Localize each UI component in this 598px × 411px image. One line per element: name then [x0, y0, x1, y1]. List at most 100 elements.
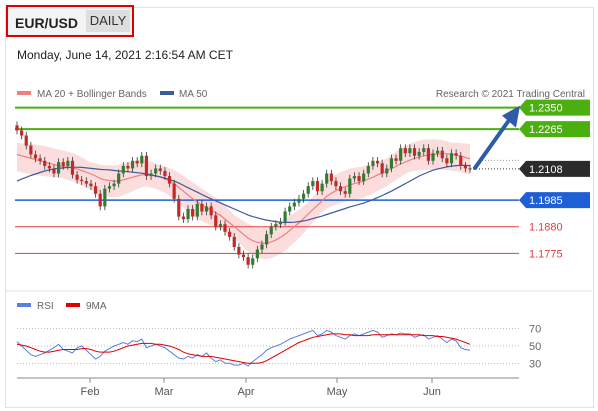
candle-body-25 [130, 160, 135, 169]
candle-body-9 [57, 162, 61, 174]
candle-body-5 [38, 158, 42, 161]
candle-body-26 [135, 160, 139, 164]
candle-body-18 [98, 193, 102, 207]
candle-body-73 [352, 176, 357, 179]
candle-body-4 [33, 154, 38, 159]
candle-body-33 [167, 176, 172, 184]
candle-body-92 [440, 150, 444, 159]
candle-body-70 [338, 186, 343, 192]
level-tag-1 [519, 121, 590, 138]
candle-body-14 [80, 179, 84, 182]
rsi-legend-swatch [17, 303, 31, 307]
rsi-tick-0: 70 [529, 324, 541, 336]
candle-body-71 [343, 191, 347, 194]
candle-body-45 [223, 224, 227, 232]
candle-body-72 [348, 178, 352, 194]
candle-body-64 [311, 181, 315, 187]
ma20-legend-label: MA 20 + Bollinger Bands [37, 89, 147, 100]
candle-body-82 [394, 158, 398, 161]
symbol-label: EUR/USD [15, 15, 79, 31]
candle-body-24 [126, 165, 130, 169]
candle-body-47 [232, 236, 236, 247]
ma50-legend-label: MA 50 [179, 89, 208, 100]
rsi-series-1 [16, 333, 471, 364]
candle-body-0 [15, 125, 19, 131]
rsi-legend-label: RSI [37, 301, 54, 312]
last-price-tag [519, 160, 590, 177]
candle-body-79 [380, 163, 384, 174]
period-button[interactable]: DAILY [86, 10, 130, 32]
candle-body-35 [177, 198, 181, 217]
candle-body-2 [24, 135, 28, 146]
candle-body-7 [47, 165, 51, 169]
candle-body-59 [288, 206, 292, 212]
time-tick-label-0: Feb [81, 386, 100, 398]
forecast-arrow-head [502, 105, 520, 128]
candle-body-15 [84, 181, 88, 184]
time-tick-label-2: Apr [237, 386, 254, 398]
candle-body-11 [66, 160, 70, 166]
ma9-legend-swatch [66, 303, 80, 307]
candle-body-19 [103, 188, 107, 207]
candle-body-83 [399, 148, 403, 161]
candle-body-49 [241, 254, 246, 258]
candle-body-94 [449, 153, 454, 164]
candle-body-88 [422, 148, 426, 152]
candle-body-38 [191, 208, 195, 217]
ma50-legend-swatch [160, 91, 174, 95]
candle-body-16 [89, 183, 93, 187]
candle-body-40 [200, 203, 204, 212]
candle-body-78 [375, 160, 380, 164]
candle-body-69 [334, 181, 338, 187]
candle-body-91 [436, 150, 440, 154]
candle-body-30 [154, 168, 158, 174]
forecast-arrow-shaft [473, 119, 510, 170]
candle-body-6 [43, 160, 47, 166]
candle-body-77 [371, 160, 375, 166]
candle-body-12 [70, 160, 75, 175]
candle-body-22 [117, 173, 121, 184]
candle-body-96 [459, 155, 463, 166]
rsi-tick-1: 50 [529, 341, 541, 353]
candle-body-65 [315, 181, 320, 192]
candle-body-51 [251, 258, 255, 265]
candle-body-39 [195, 203, 199, 217]
candle-body-86 [412, 148, 417, 156]
price-panel: 1.2350 1.2265 1.1985 1.1880 1.1775 1.2108 [15, 99, 590, 269]
time-tick-label-1: Mar [155, 386, 174, 398]
rsi-panel: 70 50 30 [16, 324, 541, 370]
candle-body-27 [140, 155, 144, 164]
time-tick-label-3: May [327, 386, 348, 398]
candle-body-13 [75, 174, 79, 180]
candle-body-56 [274, 224, 278, 227]
candle-body-31 [158, 168, 162, 171]
candle-body-90 [431, 153, 435, 161]
level-label-3: 1.1880 [529, 222, 563, 234]
candle-body-63 [306, 186, 310, 194]
time-tick-label-4: Jun [423, 386, 441, 398]
ma50-line [16, 164, 471, 223]
candle-body-60 [292, 202, 296, 207]
candle-body-52 [255, 249, 259, 259]
candle-body-1 [20, 130, 24, 136]
candle-body-55 [269, 226, 273, 235]
bollinger-band [17, 139, 470, 260]
candle-body-95 [454, 153, 458, 156]
ma9-legend-label: 9MA [86, 301, 107, 312]
credit-label: Research © 2021 Trading Central [436, 89, 585, 100]
candle-body-28 [144, 155, 149, 177]
candle-body-84 [403, 148, 407, 154]
candle-body-32 [163, 170, 167, 177]
candle-body-89 [426, 148, 430, 161]
candle-body-53 [260, 244, 264, 250]
candle-body-8 [52, 168, 56, 174]
chart-header: EUR/USD DAILY [6, 5, 134, 37]
candle-body-58 [283, 211, 287, 222]
candle-body-68 [329, 173, 333, 182]
level-label-4: 1.1775 [529, 248, 563, 260]
candle-body-41 [204, 206, 209, 212]
chart-datetime: Monday, June 14, 2021 2:16:54 AM CET [17, 48, 233, 62]
candle-body-17 [93, 186, 98, 194]
candle-body-46 [228, 231, 232, 237]
candle-body-57 [278, 221, 283, 225]
